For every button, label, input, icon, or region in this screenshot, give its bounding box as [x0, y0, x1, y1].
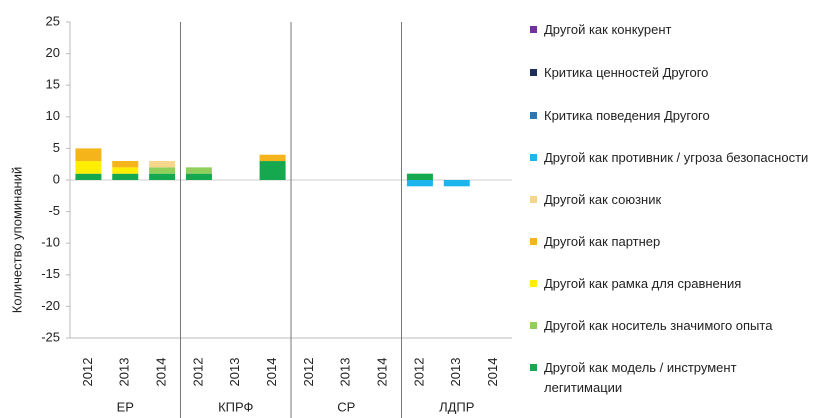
y-tick-label: 0 — [53, 171, 60, 186]
legend-swatch — [530, 196, 537, 203]
y-tick-label: -25 — [41, 329, 60, 344]
legend-swatch — [530, 154, 537, 161]
y-tick-label: 10 — [46, 108, 60, 123]
bar-segment — [112, 167, 139, 174]
group-label: СР — [337, 399, 355, 414]
legend-item: Другой как противник / угроза безопаснос… — [530, 148, 812, 168]
bar-segment — [185, 173, 212, 180]
x-tick-label: 2012 — [80, 358, 95, 387]
bar-segment — [406, 180, 433, 187]
legend-swatch — [530, 238, 537, 245]
x-tick-label: 2014 — [375, 358, 390, 387]
x-tick-label: 2012 — [301, 358, 316, 387]
legend-label: Другой как союзник — [544, 192, 662, 207]
group-label: ЛДПР — [439, 399, 474, 414]
x-tick-label: 2012 — [190, 358, 205, 387]
y-tick-label: 5 — [53, 140, 60, 155]
group-label: ЕР — [117, 399, 134, 414]
legend-swatch — [530, 280, 537, 287]
x-tick-label: 2013 — [338, 358, 353, 387]
y-axis-label: Количество упоминаний — [9, 167, 24, 314]
bar-segment — [259, 154, 286, 162]
legend-label: Другой как носитель значимого опыта — [544, 318, 773, 333]
legend-item: Другой как рамка для сравнения — [530, 274, 812, 294]
bar-segment — [75, 173, 102, 180]
legend-label: Критика ценностей Другого — [544, 65, 709, 80]
bar-segment — [75, 148, 102, 162]
bar-segment — [149, 173, 176, 180]
legend-item: Другой как конкурент — [530, 20, 812, 40]
legend-label: Критика поведения Другого — [544, 108, 710, 123]
legend-swatch — [530, 322, 537, 329]
y-tick-label: -10 — [41, 235, 60, 250]
legend-swatch — [530, 69, 537, 76]
x-tick-label: 2013 — [227, 358, 242, 387]
bar-segment — [443, 180, 470, 187]
legend-label: Другой как противник / угроза безопаснос… — [544, 150, 809, 165]
bar-segment — [112, 173, 139, 180]
legend-label: Другой как рамка для сравнения — [544, 276, 742, 291]
x-tick-label: 2012 — [411, 358, 426, 387]
legend-swatch — [530, 364, 537, 371]
legend-item: Другой как партнер — [530, 232, 812, 252]
legend-swatch — [530, 26, 537, 33]
y-tick-label: 20 — [46, 45, 60, 60]
legend-label: Другой как конкурент — [544, 22, 672, 37]
bar-segment — [75, 161, 102, 174]
x-tick-label: 2013 — [448, 358, 463, 387]
x-tick-label: 2014 — [264, 358, 279, 387]
y-tick-label: 15 — [46, 77, 60, 92]
legend-item: Другой как модель / инструмент легитимац… — [530, 358, 812, 398]
legend-label: Другой как модель / инструмент легитимац… — [544, 360, 737, 395]
y-tick-label: -5 — [48, 203, 60, 218]
y-tick-label: 25 — [46, 13, 60, 28]
legend-label: Другой как партнер — [544, 234, 661, 249]
x-tick-label: 2014 — [154, 358, 169, 387]
y-tick-label: -20 — [41, 298, 60, 313]
legend-item: Критика ценностей Другого — [530, 63, 812, 83]
y-tick-label: -15 — [41, 266, 60, 281]
bar-segment — [149, 161, 176, 168]
bar-segment — [149, 167, 176, 174]
legend-item: Другой как носитель значимого опыта — [530, 316, 812, 336]
bar-segment — [406, 173, 433, 180]
bar-segment — [185, 167, 212, 174]
bar-segment — [112, 161, 139, 168]
bar-segment — [259, 161, 286, 180]
legend-item: Другой как союзник — [530, 190, 812, 210]
legend-swatch — [530, 112, 537, 119]
legend-item: Критика поведения Другого — [530, 106, 812, 126]
group-label: КПРФ — [218, 399, 253, 414]
x-tick-label: 2013 — [117, 358, 132, 387]
x-tick-label: 2014 — [485, 358, 500, 387]
